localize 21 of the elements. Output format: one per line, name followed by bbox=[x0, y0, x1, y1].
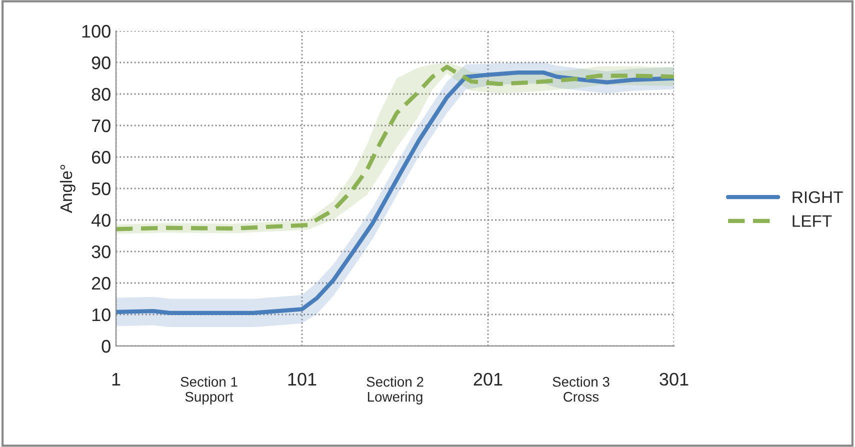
y-tick-label: 10 bbox=[92, 308, 110, 322]
y-tick-label: 20 bbox=[92, 276, 110, 290]
y-tick-label: 70 bbox=[92, 119, 110, 132]
y-tick-label: 40 bbox=[91, 214, 110, 227]
y-tick-label: 50 bbox=[92, 182, 110, 196]
y-tick-label: 80 bbox=[92, 88, 110, 101]
text: Section 1 Support bbox=[180, 376, 238, 404]
text: Section 2 Lowering bbox=[366, 376, 424, 404]
y-tick-label: 0 bbox=[102, 340, 110, 353]
y-tick-label: 100 bbox=[82, 24, 110, 38]
x-tick-label: 301 bbox=[660, 372, 688, 386]
legend-label: LEFT bbox=[792, 215, 832, 227]
x-tick-label: 101 bbox=[288, 372, 316, 386]
y-tick-label: 60 bbox=[92, 150, 110, 164]
legend-label: RIGHT bbox=[792, 191, 843, 204]
text: Section 3 Cross bbox=[552, 376, 610, 402]
y-tick-label: 90 bbox=[92, 56, 110, 70]
y-axis-title: Angle° bbox=[60, 164, 76, 214]
x-tick-label: 201 bbox=[474, 372, 502, 386]
x-tick-label: 1 bbox=[112, 373, 120, 386]
y-tick-label: 30 bbox=[92, 245, 110, 258]
